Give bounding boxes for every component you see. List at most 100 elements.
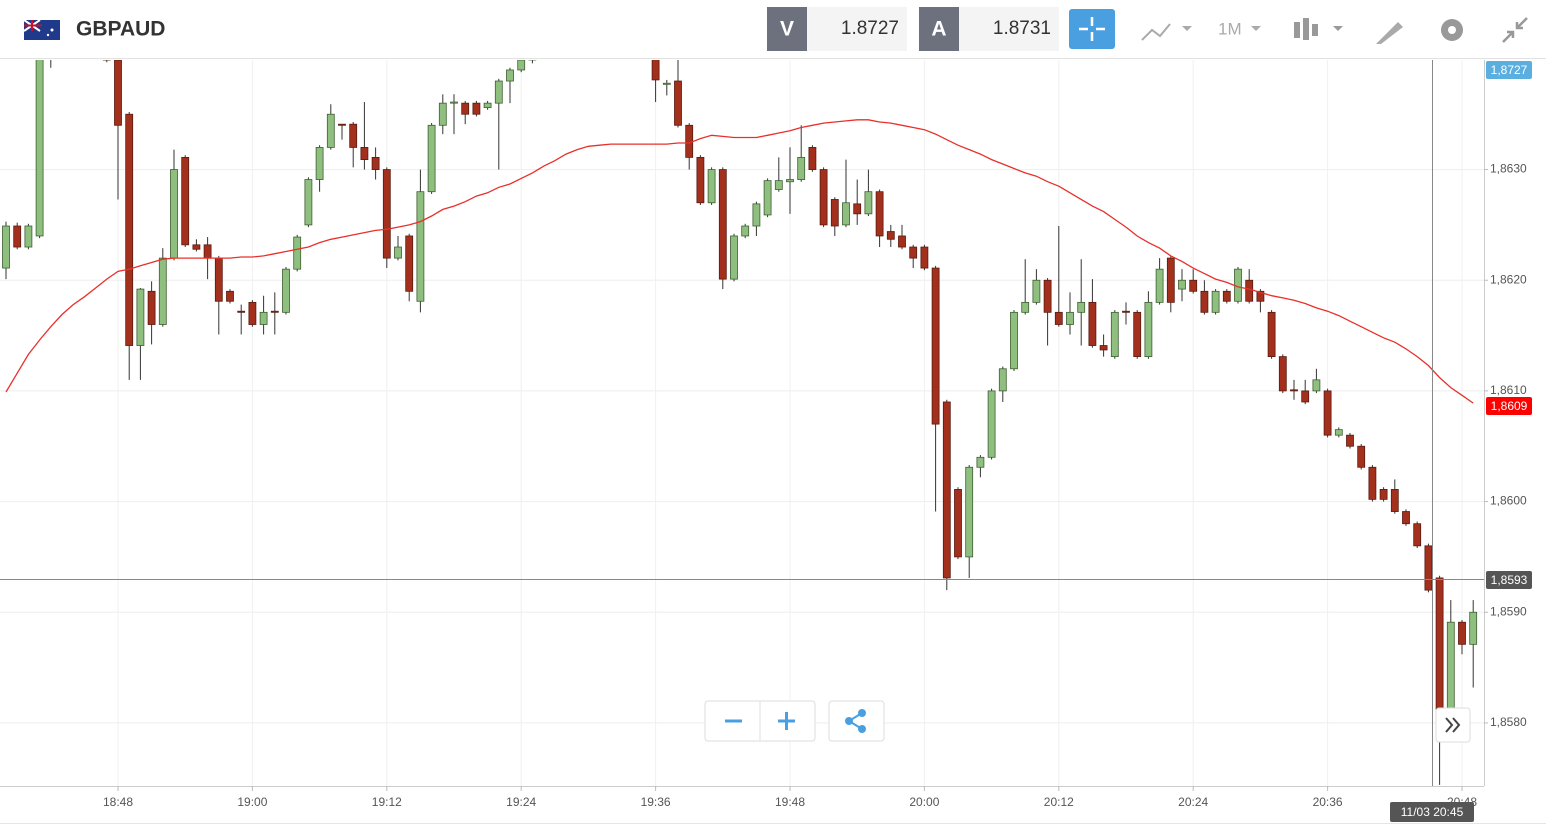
sell-label-box[interactable] <box>767 7 807 51</box>
y-tick-label: 1,8610 <box>1490 383 1527 397</box>
x-tick-label: 20:24 <box>1178 795 1208 809</box>
candle-body <box>304 179 313 226</box>
sell-price-box[interactable] <box>807 7 907 51</box>
x-tick-label: 20:12 <box>1044 795 1074 809</box>
buy-label-box[interactable] <box>919 7 959 51</box>
timeframe[interactable]: 1M <box>1218 19 1242 38</box>
candle-body <box>1166 257 1175 303</box>
buy-label: A <box>931 18 946 41</box>
candle-body <box>786 179 794 183</box>
y-tick-label: 1,8580 <box>1490 715 1527 729</box>
crosshair-button[interactable] <box>1069 9 1115 49</box>
collapse-button[interactable] <box>1502 17 1528 43</box>
zoom-in[interactable] <box>778 712 795 730</box>
chart-type-button[interactable] <box>1141 23 1192 41</box>
candle-body <box>371 156 380 170</box>
crosshair-time-box <box>1390 802 1474 822</box>
candle-body <box>1200 290 1209 313</box>
candle-body <box>808 147 817 170</box>
candle-body <box>360 147 369 161</box>
x-tick-label: 19:48 <box>775 795 805 809</box>
candle-body <box>282 268 290 313</box>
candle-body <box>1043 279 1052 313</box>
x-tick-label: 20:36 <box>1313 795 1343 809</box>
candle-body <box>1077 301 1086 313</box>
candle-body <box>114 60 122 126</box>
candle-body <box>1424 545 1433 591</box>
candle-body <box>1178 279 1186 290</box>
timeframe-arrow <box>1251 26 1261 31</box>
candle-body <box>662 82 671 85</box>
candle-body <box>494 80 503 104</box>
candle-body <box>1122 310 1130 313</box>
candle-body <box>214 257 223 302</box>
candle-body <box>931 267 940 425</box>
x-tick-label: 20:00 <box>909 795 939 809</box>
candle-body <box>1189 279 1198 292</box>
ma-label-box <box>1486 397 1532 415</box>
candle-body <box>1458 621 1466 645</box>
share[interactable] <box>845 709 866 733</box>
candle-body <box>1357 445 1366 468</box>
scroll-end-button[interactable] <box>1435 707 1471 743</box>
candle-body <box>192 244 201 250</box>
candle-body <box>506 69 514 82</box>
candle-body <box>965 466 974 558</box>
candle-body <box>1267 311 1276 357</box>
candle-body <box>718 169 727 280</box>
candle-body <box>1021 301 1030 313</box>
candle-body <box>1413 523 1422 547</box>
candle-body <box>1469 611 1478 645</box>
candle-body <box>1446 621 1455 711</box>
candle-body <box>170 169 178 259</box>
last-price-label: 1,8727 <box>1491 63 1528 77</box>
candle-body <box>998 368 1007 392</box>
candle-body <box>405 235 414 292</box>
candle-body <box>136 288 145 346</box>
candle-body <box>1334 429 1343 436</box>
candle-body <box>382 169 391 259</box>
crosshair-price-label-box <box>1486 571 1532 589</box>
candle-body <box>853 203 862 215</box>
candle-body <box>226 290 234 302</box>
buy-price-box[interactable] <box>959 7 1059 51</box>
candle-body <box>741 225 750 237</box>
candle-body <box>1379 489 1388 500</box>
buy-price: 1.8731 <box>993 18 1051 39</box>
candle-body <box>326 113 335 148</box>
candles-button[interactable] <box>1294 18 1343 40</box>
candle-body <box>942 401 951 579</box>
candle-body <box>954 489 962 558</box>
x-tick-label: 19:36 <box>641 795 671 809</box>
candle-body <box>427 124 436 193</box>
candle-body <box>102 60 111 61</box>
candle-body <box>696 156 705 204</box>
candle-body <box>450 101 458 104</box>
candle-body <box>1234 268 1242 302</box>
candle-body <box>2 225 10 269</box>
candle-body <box>987 390 996 458</box>
candle-body <box>674 80 682 126</box>
candle-body <box>774 180 783 190</box>
y-tick-label: 1,8630 <box>1490 162 1527 176</box>
settings-button[interactable] <box>1441 19 1463 41</box>
candle-body <box>830 199 839 227</box>
candle-body <box>1144 301 1153 357</box>
draw-button[interactable] <box>1376 22 1403 44</box>
candle-body <box>920 246 929 269</box>
zoom-controls <box>704 700 885 742</box>
crosshair-time-label: 11/03 20:45 <box>1401 805 1464 819</box>
last-price-label-box <box>1486 61 1532 79</box>
candle-body <box>1312 379 1321 392</box>
candle-body <box>349 123 358 148</box>
candle-body <box>472 102 481 115</box>
candle-body <box>24 225 33 248</box>
candle-body <box>651 60 660 81</box>
candle-body <box>1435 577 1444 711</box>
candle-body <box>248 301 257 325</box>
candle-body <box>259 311 268 325</box>
candle-body <box>1222 290 1231 302</box>
candle-body <box>416 191 425 302</box>
candle-body <box>1054 311 1063 325</box>
